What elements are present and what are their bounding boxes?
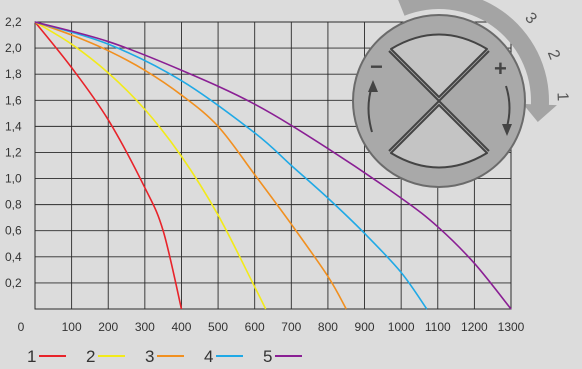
plus-symbol: + — [494, 56, 507, 81]
clockwise-arrow-head — [502, 124, 512, 136]
y-tick-label: 1,2 — [5, 145, 22, 159]
x-tick-label: 1000 — [388, 320, 415, 334]
legend-label: 2 — [86, 347, 95, 366]
x-tick-label: 1200 — [461, 320, 488, 334]
minus-symbol: − — [370, 54, 383, 79]
y-tick-label: 2,0 — [5, 41, 22, 55]
legend-label: 4 — [204, 347, 213, 366]
y-tick-label: 0,4 — [5, 250, 22, 264]
y-tick-label: 0,6 — [5, 224, 22, 238]
x-tick-label: 0 — [18, 320, 25, 334]
rotation-arrow — [398, 0, 557, 122]
x-tick-label: 300 — [135, 320, 155, 334]
y-tick-label: 1,8 — [5, 67, 22, 81]
down-button[interactable] — [390, 104, 488, 169]
y-tick-label: 0,8 — [5, 198, 22, 212]
x-tick-label: 800 — [318, 320, 338, 334]
series-lines — [34, 21, 512, 310]
x-tick-label: 200 — [98, 320, 118, 334]
x-tick-label: 700 — [281, 320, 301, 334]
counterclockwise-arrow-head — [368, 80, 378, 92]
series-line-5 — [34, 21, 512, 310]
dial-arrow-label: 2 — [544, 48, 563, 63]
up-button[interactable] — [390, 33, 488, 98]
x-tick-label: 900 — [355, 320, 375, 334]
legend: 1 2 3 4 5 — [27, 347, 302, 366]
x-tick-label: 600 — [245, 320, 265, 334]
series-line-3 — [34, 21, 347, 310]
x-tick-label: 1300 — [498, 320, 525, 334]
axis-ticks: 0 100 200 300 400 500 600 700 800 900 1000 1100 1200… — [5, 15, 525, 334]
y-tick-label: 2,2 — [5, 15, 22, 29]
x-tick-label: 500 — [208, 320, 228, 334]
x-tick-label: 400 — [171, 320, 191, 334]
series-line-2 — [34, 21, 267, 310]
dial-arrow-label: 3 — [521, 10, 540, 28]
y-tick-label: 0,2 — [5, 276, 22, 290]
series-line-4 — [34, 21, 428, 310]
legend-label: 5 — [263, 347, 272, 366]
y-tick-label: 1,6 — [5, 93, 22, 107]
series-line-1 — [34, 21, 183, 310]
x-tick-label: 100 — [62, 320, 82, 334]
x-tick-label: 1100 — [425, 320, 451, 334]
y-tick-label: 1,4 — [5, 119, 22, 133]
dial-divider — [388, 50, 490, 152]
y-tick-label: 1,0 — [5, 172, 22, 186]
legend-label: 3 — [145, 347, 154, 366]
dial-arrow-label: 1 — [554, 92, 571, 102]
legend-label: 1 — [27, 347, 36, 366]
